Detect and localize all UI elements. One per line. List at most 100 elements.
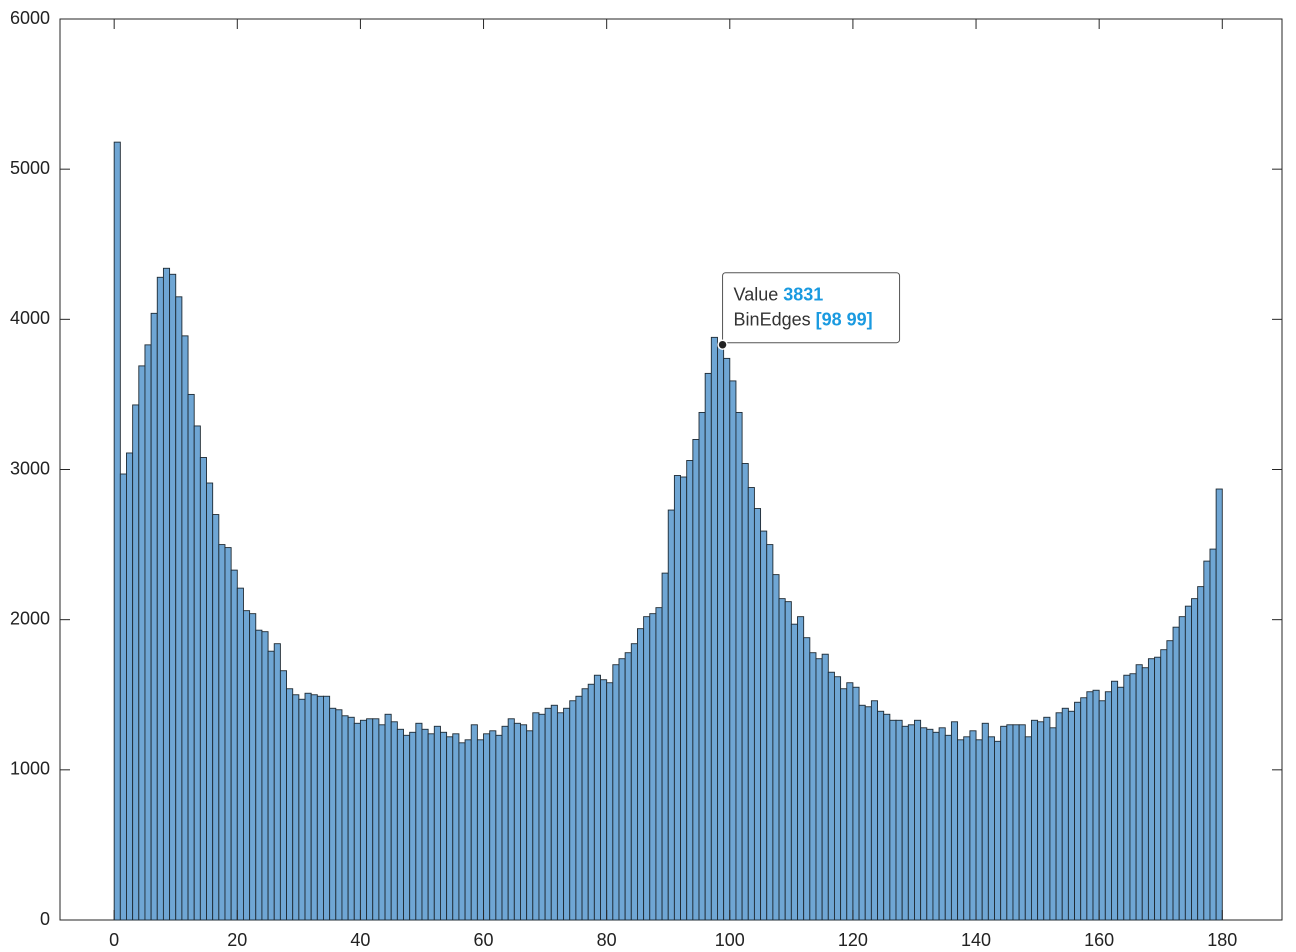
bar [119, 473, 127, 921]
bar [156, 276, 164, 921]
bar [538, 713, 546, 921]
bar [483, 733, 491, 921]
x-tick-label: 0 [109, 930, 119, 950]
bar [236, 587, 244, 921]
bar [384, 713, 392, 921]
bar [710, 336, 718, 921]
data-tip-marker [717, 339, 728, 350]
bar [279, 670, 287, 921]
bar [969, 730, 977, 921]
bar [797, 616, 805, 921]
bar [1067, 710, 1075, 921]
bar [747, 487, 755, 921]
bar [1191, 598, 1199, 921]
bar [544, 707, 552, 921]
bar [1080, 697, 1088, 921]
bar [304, 692, 312, 921]
bar [606, 682, 614, 921]
bar [224, 547, 232, 921]
y-tick-label: 3000 [10, 458, 50, 478]
x-tick-label: 20 [227, 930, 247, 950]
bar [760, 530, 768, 921]
bar [403, 734, 411, 921]
bar [378, 724, 386, 921]
bar [612, 664, 620, 921]
bar [1123, 674, 1131, 921]
bar [138, 365, 146, 921]
bar [341, 715, 349, 921]
bar [175, 296, 183, 921]
bar [735, 411, 743, 921]
bar [914, 719, 922, 921]
bar [630, 643, 638, 921]
bar [513, 722, 521, 921]
bar [353, 722, 361, 921]
bar [150, 312, 158, 921]
bar [870, 700, 878, 921]
bar [507, 718, 515, 921]
bar [680, 476, 688, 921]
bar [815, 658, 823, 921]
bar [433, 725, 441, 921]
bar [569, 700, 577, 921]
bar [593, 674, 601, 921]
bar [1030, 719, 1039, 921]
bar [717, 344, 725, 921]
bar [649, 613, 657, 921]
bar [673, 475, 681, 921]
bar [864, 706, 872, 921]
bar [495, 734, 503, 921]
bar [1172, 626, 1180, 921]
bar [489, 730, 497, 921]
bar [790, 623, 798, 921]
bar [950, 721, 959, 921]
bar [470, 724, 478, 921]
x-tick-label: 80 [597, 930, 617, 950]
bar [784, 601, 792, 921]
bar [833, 676, 842, 921]
bar [920, 727, 928, 921]
x-tick-label: 100 [715, 930, 745, 950]
data-tip-label: BinEdges [734, 309, 811, 329]
bar [427, 733, 435, 921]
bar [778, 598, 786, 921]
bar [359, 719, 368, 921]
bar [1135, 664, 1143, 921]
bar [1024, 736, 1032, 921]
bar [1166, 640, 1174, 921]
bar [1203, 560, 1211, 921]
bar [963, 736, 971, 921]
bar [126, 452, 134, 921]
bar [286, 688, 294, 921]
bar [686, 460, 694, 921]
bar [889, 719, 897, 921]
bar [421, 728, 429, 921]
bar [852, 686, 860, 921]
bar [957, 739, 965, 921]
y-tick-label: 6000 [10, 8, 50, 28]
bar [261, 631, 269, 921]
bar [907, 724, 915, 921]
bar [1154, 656, 1162, 921]
bar [181, 335, 189, 921]
bar [458, 742, 466, 921]
x-tick-label: 160 [1084, 930, 1114, 950]
bar [1141, 667, 1149, 921]
bar [729, 380, 737, 921]
bar [366, 718, 374, 921]
bar [1074, 701, 1082, 921]
bar [1184, 605, 1192, 921]
bar [206, 482, 214, 921]
data-tip: Value 3831 BinEdges [98 99] [722, 272, 901, 344]
bar [618, 658, 626, 921]
bar [981, 722, 989, 921]
bar [501, 725, 509, 921]
bar [335, 709, 343, 921]
y-tick-label: 4000 [10, 308, 50, 328]
bar [390, 721, 398, 921]
bar [753, 508, 762, 921]
data-tip-text: Value 3831 [734, 284, 824, 304]
bar [464, 739, 472, 921]
bar [741, 463, 749, 921]
x-tick-label: 180 [1207, 930, 1237, 950]
